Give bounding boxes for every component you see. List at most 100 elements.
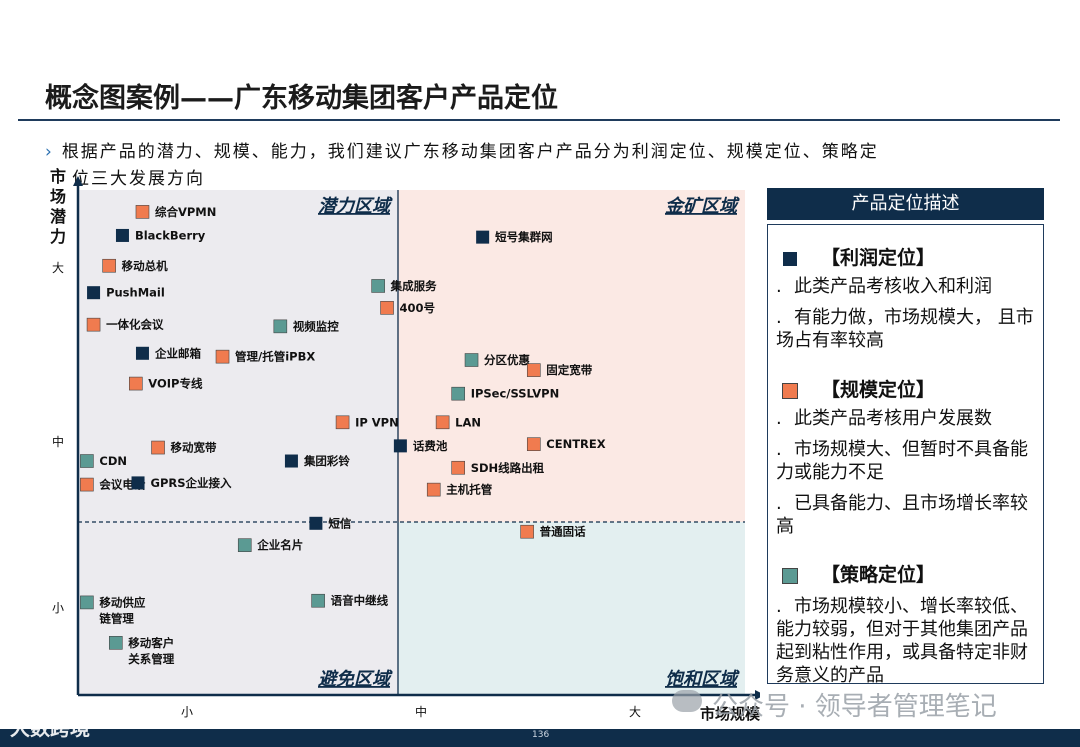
point-label: GPRS企业接入 xyxy=(151,476,233,490)
bullet-dot: . xyxy=(776,276,782,297)
point-marker-scale xyxy=(151,440,165,455)
point-label: 综合VPMN xyxy=(155,205,216,219)
page-number: 136 xyxy=(532,730,550,740)
point-label: 移动宽带 xyxy=(171,441,217,455)
section-title-text: 【策略定位】 xyxy=(821,564,936,586)
point-marker-profit xyxy=(115,228,129,242)
point-marker-scale xyxy=(520,524,534,539)
point-marker-strategy xyxy=(273,319,288,334)
point-label: VOIP专线 xyxy=(148,377,203,391)
quadrant-label-saturated: 饱和区域 xyxy=(665,669,740,690)
intro-line-1: 根据产品的潜力、规模、能力，我们建议广东移动集团客户产品分为利润定位、规模定位、… xyxy=(61,142,879,162)
point-label: 短信 xyxy=(328,516,351,530)
point-marker-strategy xyxy=(311,593,325,608)
bullet-text: 市场规模较小、增长率较低、能力较弱，但对于其他集团产品起到粘性作用，或具备特定非… xyxy=(776,596,1028,686)
point-marker-scale xyxy=(451,460,465,475)
section-title-text: 【规模定位】 xyxy=(821,379,936,401)
bullet-dot: . xyxy=(776,439,782,460)
point-marker-scale xyxy=(335,415,350,430)
x-tick-label: 大 xyxy=(629,705,641,719)
watermark-right: 公众号 · 领导者管理笔记 xyxy=(712,692,997,722)
point-label: 话费池 xyxy=(413,439,448,453)
watermark-left: 大数跨境 xyxy=(10,716,90,740)
point-marker-scale xyxy=(426,482,441,497)
section-bullet-item: . 此类产品考核收入和利润 xyxy=(776,275,1041,298)
point-label: 集成服务 xyxy=(390,279,437,293)
point-label: IP VPN xyxy=(355,415,399,429)
point-label: 管理/托管iPBX xyxy=(235,350,315,364)
point-marker-strategy xyxy=(108,636,123,650)
point-marker-profit xyxy=(309,516,323,530)
point-label: 企业名片 xyxy=(256,538,303,552)
point-marker-scale xyxy=(526,363,541,377)
bullet-text: 已具备能力、且市场增长率较高 xyxy=(776,493,1028,537)
point-marker-strategy xyxy=(80,595,94,610)
section-bullet-item: . 有能力做，市场规模大， 且市场占有率较高 xyxy=(776,306,1041,352)
quadrant-saturated-bg xyxy=(398,522,745,695)
point-label: 短号集群网 xyxy=(495,230,553,244)
point-label: LAN xyxy=(455,415,481,429)
point-marker-scale xyxy=(102,258,116,273)
point-marker-scale xyxy=(526,437,541,451)
point-label: 普通固话 xyxy=(540,525,586,539)
bullet-text: 此类产品考核收入和利润 xyxy=(794,276,992,297)
chevron-icon: › xyxy=(45,142,52,162)
point-marker-strategy xyxy=(464,353,479,367)
section-title-profit: 【利润定位】 xyxy=(783,243,935,270)
quadrant-label-avoid: 避免区域 xyxy=(318,669,393,690)
point-marker-strategy xyxy=(371,279,385,293)
point-marker-profit xyxy=(284,454,298,468)
section-title-strategy: 【策略定位】 xyxy=(782,560,936,587)
x-tick-label: 小 xyxy=(181,705,193,719)
point-marker-scale xyxy=(129,376,143,391)
quadrant-label-gold: 金矿区域 xyxy=(665,196,740,217)
y-axis-label-char: 场 xyxy=(50,187,66,206)
point-label: BlackBerry xyxy=(135,228,206,242)
section-title-scale: 【规模定位】 xyxy=(782,375,936,402)
point-marker-scale xyxy=(80,477,94,492)
point-label: 企业邮箱 xyxy=(154,346,201,360)
section-bullet-item: . 此类产品考核用户发展数 xyxy=(776,407,1041,430)
y-axis-label-char: 力 xyxy=(50,227,66,246)
point-label: SDH线路出租 xyxy=(471,461,545,475)
title-divider xyxy=(18,119,1060,121)
quadrant-gold-bg xyxy=(398,190,745,522)
y-axis-arrow-icon xyxy=(73,176,83,186)
profit-square-icon xyxy=(783,251,797,266)
point-label: IPSec/SSLVPN xyxy=(471,387,560,401)
bullet-dot: . xyxy=(776,408,782,429)
point-marker-scale xyxy=(380,301,394,315)
strategy-square-icon xyxy=(782,567,798,584)
point-label: 关系管理 xyxy=(128,652,174,666)
point-label: CDN xyxy=(99,454,127,468)
quadrant-label-potential: 潜力区域 xyxy=(318,196,393,217)
point-label: 400号 xyxy=(400,301,436,315)
panel-header: 产品定位描述 xyxy=(767,188,1044,220)
wechat-icon xyxy=(672,690,702,712)
x-axis-label: 市场规模 xyxy=(700,705,760,723)
point-marker-scale xyxy=(135,205,150,219)
panel-body: 【利润定位】. 此类产品考核收入和利润 . 有能力做，市场规模大， 且市场占有率较高【… xyxy=(767,224,1044,687)
y-tick-label: 小 xyxy=(52,601,64,615)
bullet-dot: . xyxy=(776,307,782,328)
section-bullet-item: . 已具备能力、且市场增长率较高 xyxy=(776,492,1041,538)
page-title: 概念图案例——广东移动集团客户产品定位 xyxy=(45,83,558,114)
point-marker-profit xyxy=(393,439,407,453)
point-label: 固定宽带 xyxy=(546,363,592,377)
positioning-chart: 潜力区域 金矿区域避免区域 饱和区域市场潜力大中小小中大市场规模综合VPMNBlac… xyxy=(50,167,760,723)
point-label: 一体化会议 xyxy=(106,318,164,332)
section-title-text: 【利润定位】 xyxy=(821,247,936,269)
quadrant-potential-bg xyxy=(78,190,398,522)
intro-line-2: 位三大发展方向 xyxy=(72,169,205,189)
intro-text: › 根据产品的潜力、规模、能力，我们建议广东移动集团客户产品分为利润定位、规模定位… xyxy=(45,138,1045,166)
bullet-text: 市场规模大、但暂时不具备能力或能力不足 xyxy=(776,439,1028,483)
point-marker-strategy xyxy=(451,386,465,401)
point-marker-scale xyxy=(215,349,230,364)
bullet-dot: . xyxy=(776,493,782,514)
point-label: 视频监控 xyxy=(293,319,339,333)
section-bullet-item: . 市场规模较小、增长率较低、能力较弱，但对于其他集团产品起到粘性作用，或具备特定… xyxy=(776,595,1041,687)
point-label: PushMail xyxy=(106,286,165,300)
point-marker-strategy xyxy=(237,538,252,552)
x-tick-label: 中 xyxy=(415,704,427,719)
y-tick-label: 中 xyxy=(52,434,64,449)
